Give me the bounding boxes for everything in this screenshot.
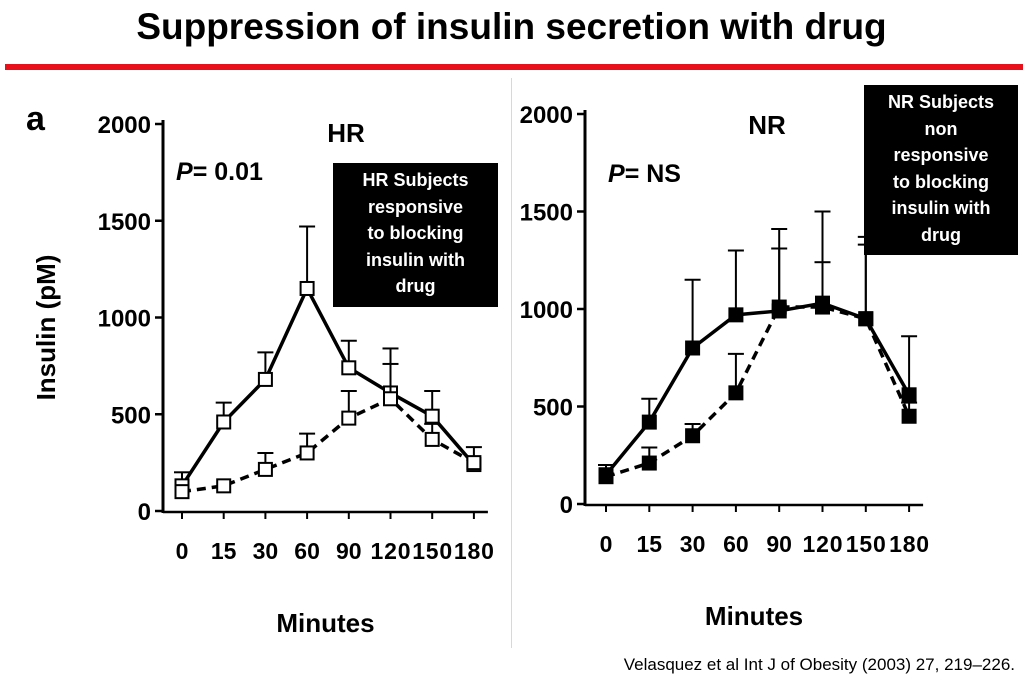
y-tick-label: 2000 [520, 102, 573, 129]
data-point-marker [641, 455, 657, 471]
data-point-marker [257, 461, 273, 477]
data-point-marker [685, 428, 701, 444]
x-tick-label: 180 [889, 531, 929, 557]
hr-chart: 0 500 1000 1500 2000 0 15 30 60 90 120 150 180 Minute… [26, 100, 494, 638]
x-tick-label: 120 [803, 531, 843, 557]
p-value: = NS [625, 160, 681, 188]
data-point-marker [728, 307, 744, 323]
data-point-marker [466, 455, 482, 471]
y-tick-label: 1500 [520, 200, 573, 227]
nr-chart: 0 500 1000 1500 2000 0 15 30 60 90 120 150 180 Minute… [520, 102, 929, 631]
x-tick-label: 150 [846, 531, 886, 557]
data-point-marker [299, 445, 315, 461]
chart-panel-nr: 0 500 1000 1500 2000 0 15 30 60 90 120 150 180 Minute… [512, 78, 1022, 653]
data-point-marker [641, 414, 657, 430]
data-point-marker [728, 385, 744, 401]
p-value: = 0.01 [193, 158, 263, 186]
x-tick-label: 90 [766, 531, 792, 557]
data-point-marker [685, 340, 701, 356]
slide-title: Suppression of insulin secretion with dr… [136, 6, 887, 47]
y-tick-label: 500 [111, 402, 151, 429]
data-point-marker [216, 414, 232, 430]
p-value-label: P= 0.01 [176, 158, 263, 186]
data-point-marker [901, 387, 917, 403]
solid-series-line [604, 301, 911, 476]
x-tick-label: 0 [176, 538, 189, 564]
data-point-marker [341, 410, 357, 426]
x-tick-label: 60 [294, 538, 320, 564]
nr-callout-line: insulin with [891, 198, 991, 218]
chart-panel-hr: 0 500 1000 1500 2000 0 15 30 60 90 120 150 180 Minute… [0, 78, 510, 653]
x-tick-label: 60 [723, 531, 749, 557]
chart-title: NR [748, 110, 786, 140]
data-point-marker [815, 299, 830, 315]
hr-callout-line: drug [395, 276, 436, 296]
y-tick-label: 0 [138, 499, 151, 526]
data-point-marker [858, 311, 874, 327]
title-divider [5, 64, 1023, 70]
x-tick-label: 0 [600, 531, 613, 557]
x-tick-label: 180 [454, 538, 494, 564]
data-point-marker [383, 391, 398, 407]
citation: Velasquez et al Int J of Obesity (2003) … [623, 655, 1015, 674]
hr-callout-box: HR Subjects responsive to blocking insul… [333, 163, 498, 307]
p-symbol: P [176, 158, 193, 186]
x-tick-label: 90 [336, 538, 362, 564]
data-point-marker [901, 408, 917, 424]
x-tick-label: 30 [680, 531, 706, 557]
data-point-marker [341, 360, 357, 376]
x-tick-label: 30 [253, 538, 279, 564]
data-point-marker [257, 371, 273, 387]
p-symbol: P [608, 160, 625, 188]
data-point-marker [598, 469, 614, 485]
nr-callout-line: NR Subjects [887, 92, 995, 112]
hr-callout-line: to blocking [367, 223, 464, 243]
panel-letter: a [26, 100, 46, 138]
x-axis-label: Minutes [705, 601, 803, 631]
data-point-marker [424, 431, 440, 447]
nr-callout-line: to blocking [893, 171, 989, 192]
hr-callout-line: HR Subjects [362, 170, 469, 190]
x-tick-label: 120 [371, 538, 411, 564]
y-tick-label: 2000 [98, 112, 151, 139]
data-point-marker [771, 299, 787, 315]
nr-callout-line: responsive [893, 145, 989, 165]
nr-callout-line: drug [921, 224, 961, 245]
y-tick-label: 1000 [520, 297, 573, 324]
y-tick-label: 1000 [98, 306, 151, 333]
x-tick-label: 15 [637, 531, 663, 557]
panel-divider [511, 78, 512, 648]
p-value-label: P= NS [608, 160, 681, 188]
hr-callout-line: insulin with [366, 249, 465, 270]
hr-callout-line: responsive [367, 196, 464, 217]
x-axis-label: Minutes [276, 608, 374, 638]
chart-title: HR [327, 118, 365, 148]
y-tick-label: 500 [533, 395, 573, 422]
data-point-marker [174, 484, 190, 500]
data-point-marker [299, 280, 315, 296]
y-tick-label: 0 [560, 492, 573, 519]
y-tick-label: 1500 [98, 209, 151, 236]
data-point-marker [216, 478, 232, 494]
x-tick-label: 150 [412, 538, 452, 564]
dashed-series-line [605, 305, 911, 479]
data-point-marker [424, 408, 440, 424]
nr-callout-box: NR Subjects non responsive to blocking i… [864, 85, 1018, 255]
y-axis-label: Insulin (pM) [31, 255, 61, 401]
solid-series-line [180, 284, 476, 487]
x-tick-label: 15 [211, 538, 237, 564]
nr-callout-line: non [924, 118, 958, 139]
